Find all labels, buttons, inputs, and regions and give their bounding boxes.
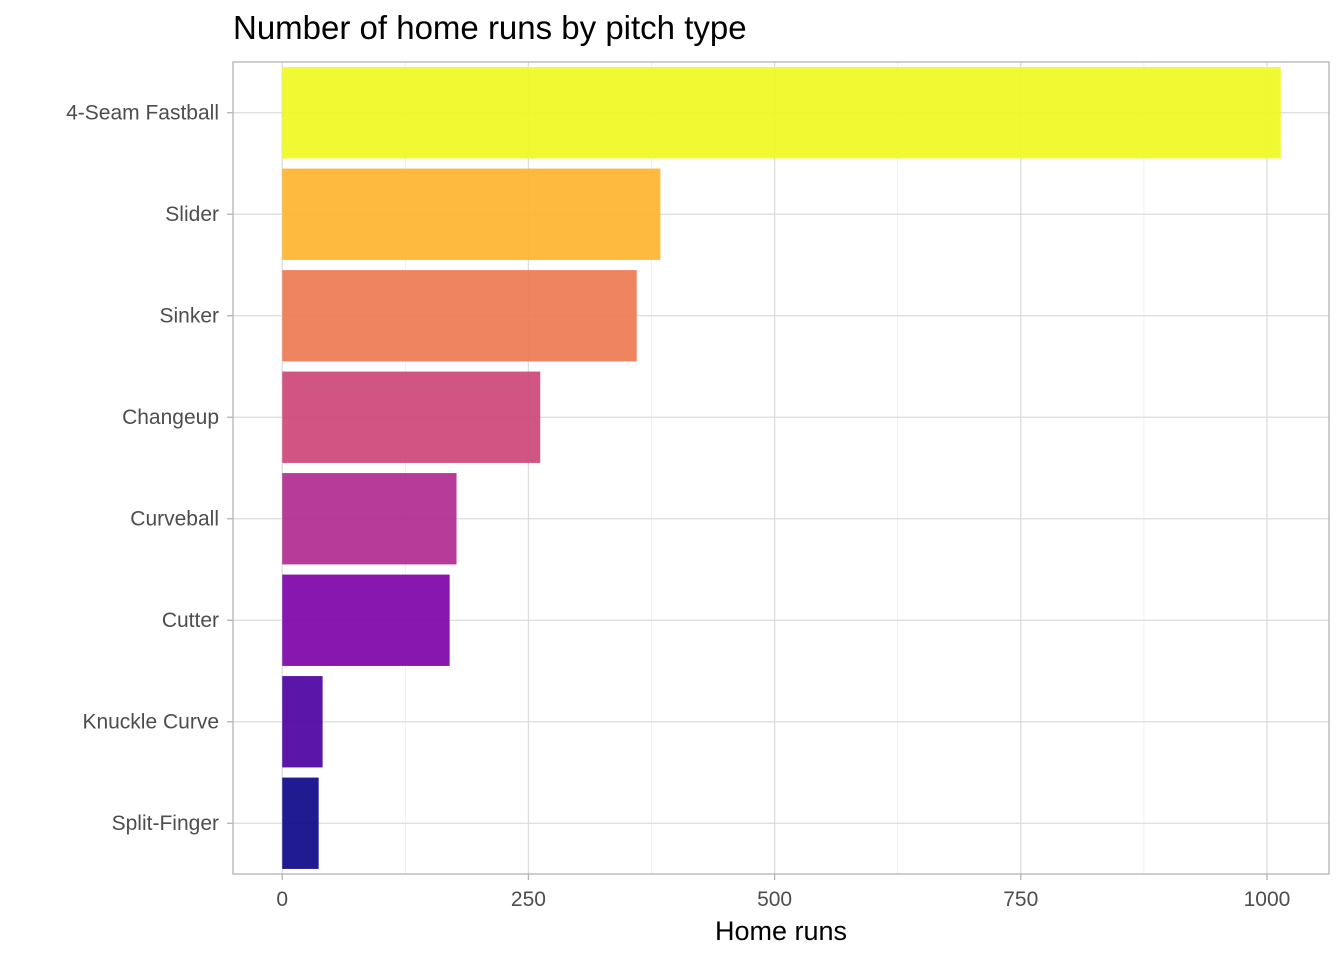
bar-knuckle-curve <box>282 676 323 768</box>
chart-title: Number of home runs by pitch type <box>233 9 747 46</box>
x-tick-label-3: 750 <box>1003 888 1038 911</box>
y-tick-label-2: Sinker <box>159 304 219 327</box>
y-axis-ticks: 4-Seam Fastball Slider Sinker Changeup Curve… <box>66 101 233 835</box>
y-tick-label-3: Changeup <box>122 406 219 429</box>
x-axis-ticks: 0 250 500 750 1000 <box>276 874 1290 911</box>
x-tick-label-2: 500 <box>757 888 792 911</box>
y-tick-label-4: Curveball <box>130 507 219 530</box>
bar-split-finger <box>282 777 319 869</box>
y-tick-label-0: 4-Seam Fastball <box>66 101 219 124</box>
y-tick-label-7: Split-Finger <box>112 812 219 835</box>
y-tick-label-1: Slider <box>165 203 219 226</box>
x-tick-label-4: 1000 <box>1244 888 1291 911</box>
x-tick-label-1: 250 <box>511 888 546 911</box>
bar-curveball <box>282 473 457 565</box>
bar-slider <box>282 168 661 260</box>
x-axis-title: Home runs <box>715 916 847 946</box>
bar-sinker <box>282 270 637 362</box>
bar-changeup <box>282 371 541 463</box>
plot-panel-border <box>232 61 1330 875</box>
bar-cutter <box>282 574 450 666</box>
y-tick-label-5: Cutter <box>162 609 219 632</box>
y-tick-label-6: Knuckle Curve <box>82 710 219 733</box>
x-tick-label-0: 0 <box>276 888 288 911</box>
bar-4-seam-fastball <box>282 67 1281 159</box>
bars <box>282 67 1281 869</box>
